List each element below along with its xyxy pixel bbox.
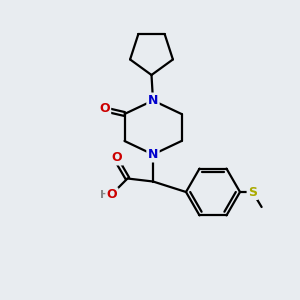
- Text: N: N: [148, 94, 158, 107]
- Text: O: O: [112, 151, 122, 164]
- Text: S: S: [248, 185, 257, 199]
- Text: H: H: [100, 190, 109, 200]
- Text: O: O: [106, 188, 117, 202]
- Text: N: N: [148, 148, 158, 161]
- Text: O: O: [99, 102, 110, 116]
